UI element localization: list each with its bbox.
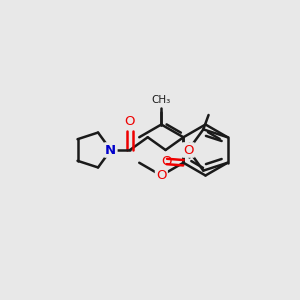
Text: O: O — [124, 115, 135, 128]
Text: O: O — [124, 115, 135, 128]
Text: CH₃: CH₃ — [152, 95, 171, 105]
Text: N: N — [105, 143, 116, 157]
Text: N: N — [105, 143, 116, 157]
Text: O: O — [156, 169, 166, 182]
Text: O: O — [183, 143, 194, 157]
Text: O: O — [156, 169, 166, 182]
Text: O: O — [183, 143, 194, 157]
Text: O: O — [162, 155, 172, 168]
